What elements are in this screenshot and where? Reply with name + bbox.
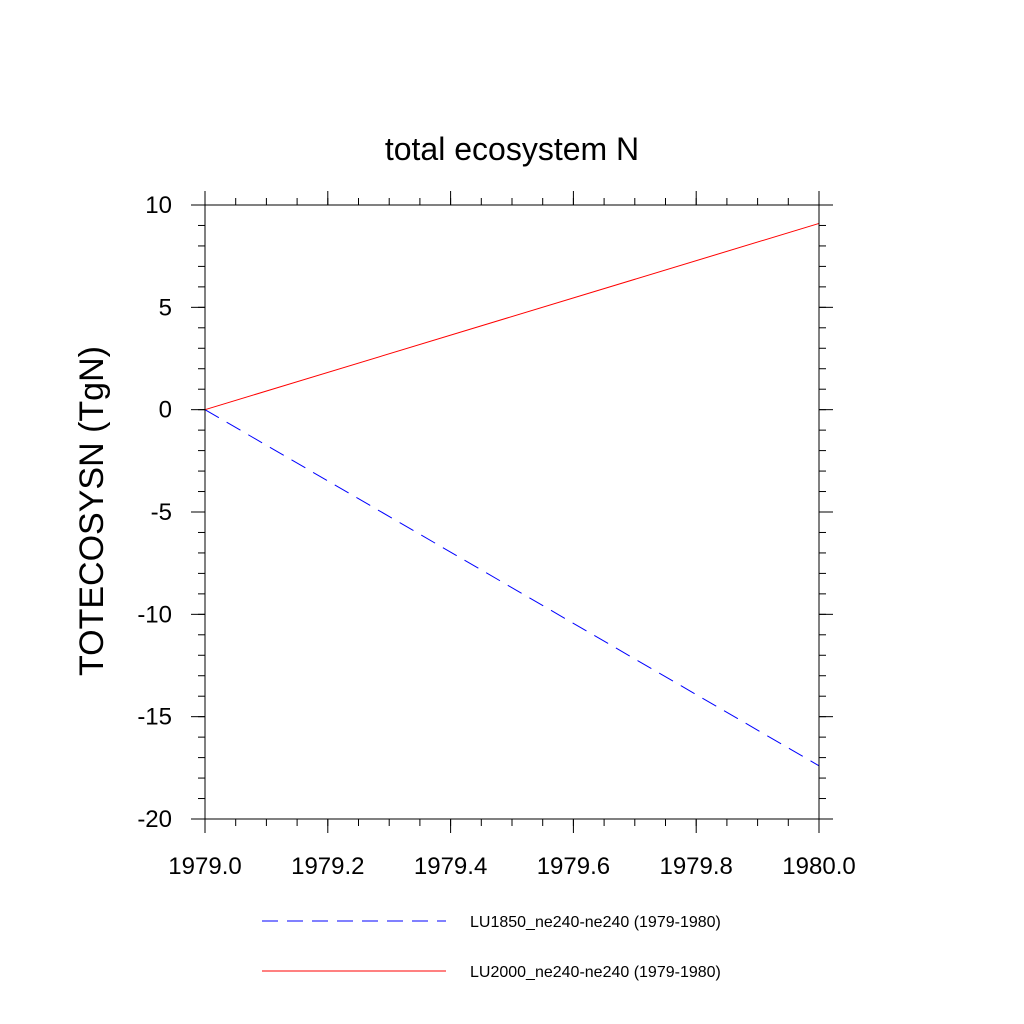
y-tick-label: 5 — [159, 294, 172, 321]
legend: LU1850_ne240-ne240 (1979-1980) LU2000_ne2… — [262, 914, 721, 981]
x-tick-label: 1979.0 — [168, 853, 241, 880]
legend-label-1: LU1850_ne240-ne240 (1979-1980) — [470, 914, 721, 931]
series-line-1 — [204, 409, 820, 767]
y-tick-label: 10 — [145, 192, 172, 219]
legend-label-2: LU2000_ne240-ne240 (1979-1980) — [470, 964, 721, 981]
y-tick-label: -10 — [137, 601, 172, 628]
chart-title: total ecosystem N — [385, 131, 639, 167]
x-tick-label: 1979.8 — [659, 853, 732, 880]
series-lines — [204, 222, 820, 767]
plot-frame — [204, 204, 820, 820]
x-tick-label: 1980.0 — [782, 853, 855, 880]
minor-ticks — [198, 198, 826, 826]
x-tick-label: 1979.4 — [414, 853, 487, 880]
x-tick-label: 1979.6 — [537, 853, 610, 880]
y-tick-label: -15 — [137, 704, 172, 731]
y-tick-labels: -20 -15 -10 -5 0 5 10 — [137, 192, 172, 833]
series-line-2 — [204, 222, 820, 411]
x-tick-label: 1979.2 — [291, 853, 364, 880]
y-tick-label: -20 — [137, 806, 172, 833]
y-tick-label: 0 — [159, 397, 172, 424]
x-tick-labels: 1979.0 1979.2 1979.4 1979.6 1979.8 1980.0 — [168, 853, 855, 880]
y-tick-label: -5 — [151, 499, 172, 526]
major-ticks — [191, 191, 833, 833]
y-axis-label: TOTECOSYSN (TgN) — [73, 346, 111, 676]
